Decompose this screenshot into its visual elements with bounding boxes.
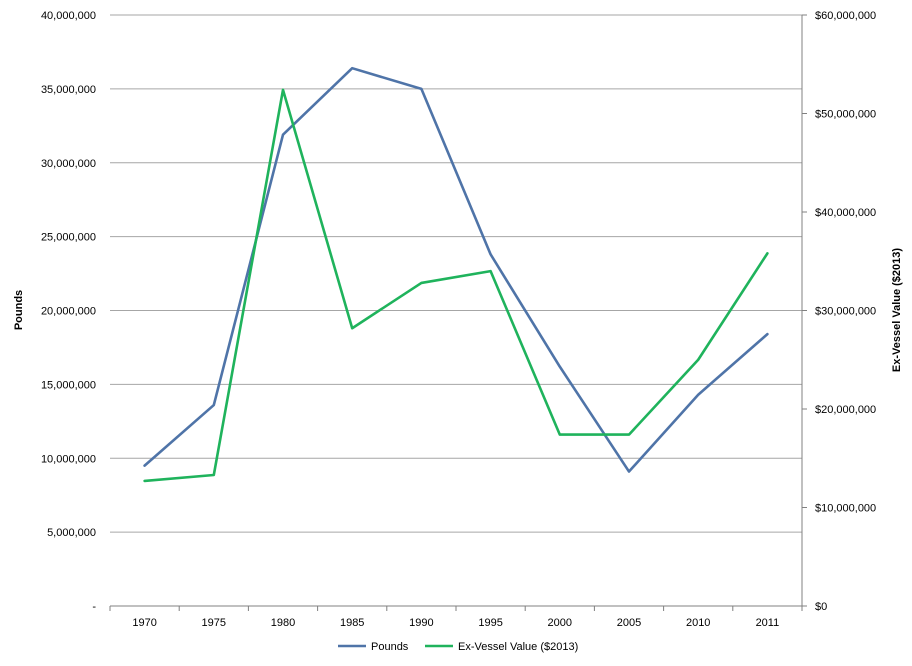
right-tick-label: $10,000,000 — [815, 503, 876, 515]
legend-label: Pounds — [371, 641, 409, 653]
right-tick-label: $0 — [815, 601, 827, 613]
right-tick-label: $60,000,000 — [815, 10, 876, 22]
left-tick-label: 35,000,000 — [41, 84, 96, 96]
left-tick-label: 20,000,000 — [41, 306, 96, 318]
right-tick-label: $30,000,000 — [815, 306, 876, 318]
legend-label: Ex-Vessel Value ($2013) — [458, 641, 578, 653]
left-tick-label: - — [92, 601, 96, 613]
right-axis-ticks: $0 $10,000,000 $20,000,000 $30,000,000 $40,0… — [802, 10, 876, 613]
x-tick-label: 1970 — [132, 617, 156, 629]
x-tick-label: 2011 — [756, 617, 780, 629]
right-axis-title: Ex-Vessel Value ($2013) — [891, 248, 903, 372]
x-tick-label: 1995 — [478, 617, 502, 629]
right-tick-label: $20,000,000 — [815, 404, 876, 416]
gridlines — [110, 14, 802, 533]
left-tick-label: 25,000,000 — [41, 232, 96, 244]
x-axis-ticks: 1970 1975 1980 1985 1990 1995 2000 2005 2010 2011 — [109, 606, 803, 629]
series-lines — [143, 66, 769, 483]
legend: Pounds Ex-Vessel Value ($2013) — [338, 641, 578, 653]
left-tick-label: 40,000,000 — [41, 10, 96, 22]
x-tick-label: 2010 — [686, 617, 710, 629]
left-axis-ticks: - 5,000,000 10,000,000 15,000,000 20,000,000… — [41, 10, 96, 613]
series-line-pounds — [143, 66, 769, 473]
series-line-ex-vessel-value — [143, 88, 769, 483]
right-tick-label: $40,000,000 — [815, 207, 876, 219]
left-tick-label: 10,000,000 — [41, 453, 96, 465]
left-tick-label: 30,000,000 — [41, 158, 96, 170]
x-tick-label: 1980 — [271, 617, 295, 629]
x-tick-label: 1985 — [340, 617, 364, 629]
x-tick-label: 2005 — [617, 617, 641, 629]
x-tick-label: 2000 — [548, 617, 572, 629]
left-tick-label: 15,000,000 — [41, 379, 96, 391]
x-tick-label: 1975 — [202, 617, 226, 629]
left-axis-title: Pounds — [13, 290, 25, 330]
left-tick-label: 5,000,000 — [47, 527, 96, 539]
right-tick-label: $50,000,000 — [815, 109, 876, 121]
x-tick-label: 1990 — [409, 617, 433, 629]
